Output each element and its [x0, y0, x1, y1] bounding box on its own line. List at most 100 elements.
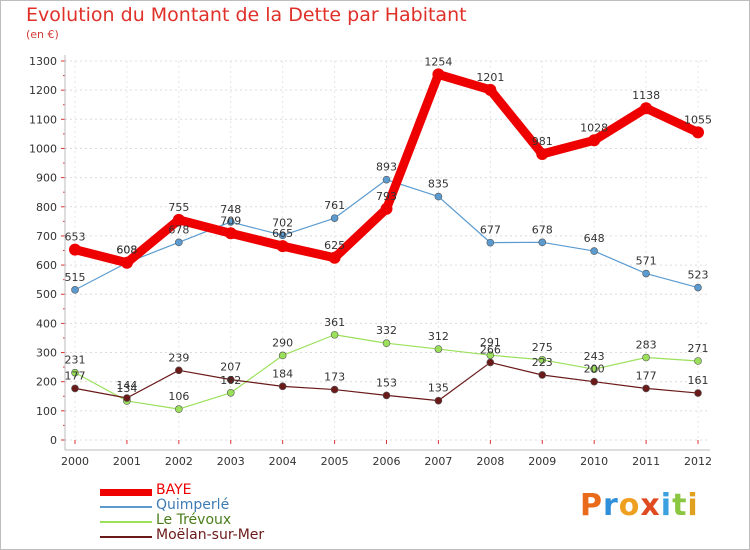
data-point — [226, 218, 235, 226]
data-label: 748 — [220, 203, 241, 216]
x-tick-label: 2003 — [217, 455, 245, 468]
data-label: 981 — [532, 135, 553, 148]
legend-label: Moëlan-sur-Mer — [156, 527, 265, 543]
data-point — [175, 238, 183, 247]
data-point — [226, 388, 235, 397]
y-tick-label: 100 — [36, 405, 57, 418]
data-point — [434, 396, 443, 405]
logo-letter: t — [672, 488, 688, 523]
data-label: 275 — [532, 341, 553, 354]
data-point — [694, 357, 702, 365]
data-label: 134 — [116, 382, 137, 395]
y-tick-label: 800 — [36, 201, 57, 214]
x-tick-label: 2007 — [424, 455, 452, 468]
data-point — [330, 385, 339, 394]
data-point — [71, 286, 79, 294]
legend-item: Moëlan-sur-Mer — [100, 527, 360, 545]
data-label: 144 — [116, 379, 137, 392]
data-label: 1138 — [632, 89, 660, 102]
x-tick-label: 2011 — [632, 455, 660, 468]
data-label: 266 — [480, 343, 501, 356]
data-label: 184 — [272, 367, 293, 380]
data-label: 106 — [168, 390, 189, 403]
data-label: 761 — [324, 199, 345, 212]
legend-swatch — [100, 521, 152, 523]
data-point — [642, 353, 650, 362]
data-label: 177 — [65, 369, 86, 382]
y-tick-label: 500 — [36, 288, 57, 301]
logo-letter: i — [687, 488, 699, 523]
data-label: 571 — [636, 255, 657, 268]
x-tick-label: 2000 — [61, 455, 89, 468]
logo-letter: o — [618, 488, 641, 523]
data-point — [69, 243, 81, 256]
data-point — [278, 351, 287, 360]
data-point — [642, 269, 650, 278]
y-tick-label: 1000 — [29, 142, 57, 155]
data-point — [486, 358, 495, 367]
data-label: 648 — [584, 232, 605, 245]
legend-label: BAYE — [156, 482, 192, 498]
data-point — [175, 366, 183, 375]
data-point — [330, 330, 339, 339]
data-label: 243 — [584, 350, 605, 363]
data-point — [692, 126, 704, 139]
data-label: 312 — [428, 330, 449, 343]
data-label: 153 — [376, 376, 397, 389]
data-label: 135 — [428, 382, 449, 395]
x-tick-label: 2010 — [580, 455, 608, 468]
data-label: 678 — [168, 223, 189, 236]
x-tick-label: 2012 — [684, 455, 712, 468]
y-tick-label: 900 — [36, 172, 57, 185]
data-label: 239 — [168, 351, 189, 364]
data-point — [71, 368, 79, 377]
data-point — [328, 251, 341, 264]
data-label: 625 — [324, 239, 345, 252]
data-label: 291 — [480, 336, 501, 349]
data-point — [432, 68, 445, 81]
logo-letter: i — [660, 488, 673, 523]
data-point — [538, 356, 547, 364]
data-label: 200 — [584, 363, 605, 376]
data-point — [71, 384, 79, 393]
x-tick-label: 2009 — [528, 455, 556, 468]
data-point — [642, 384, 650, 393]
data-label: 1055 — [684, 113, 712, 126]
data-point — [486, 238, 495, 247]
data-label: 608 — [116, 244, 137, 257]
x-tick-label: 2008 — [476, 455, 504, 468]
data-point — [536, 148, 549, 161]
data-label: 523 — [688, 269, 709, 282]
logo-letter: r — [603, 488, 619, 523]
data-point — [123, 394, 131, 402]
data-point — [434, 192, 443, 201]
y-tick-label: 0 — [50, 434, 57, 447]
legend-swatch — [100, 536, 152, 538]
data-label: 1028 — [580, 121, 608, 134]
data-label: 207 — [220, 361, 241, 374]
x-tick-label: 2004 — [269, 455, 297, 468]
data-point — [588, 134, 601, 147]
data-point — [276, 240, 289, 253]
data-point — [694, 389, 702, 397]
logo-letter: x — [640, 488, 661, 523]
data-point — [382, 175, 391, 184]
data-point — [380, 202, 393, 215]
data-point — [278, 231, 287, 240]
data-point — [590, 247, 598, 255]
y-tick-label: 300 — [36, 347, 57, 360]
data-point — [175, 405, 183, 413]
legend-item: Quimperlé — [100, 497, 360, 515]
data-label: 702 — [272, 216, 293, 229]
data-point — [538, 371, 547, 379]
logo-letter: P — [580, 488, 603, 523]
data-label: 283 — [636, 338, 657, 351]
data-label: 177 — [636, 369, 657, 382]
data-label: 361 — [324, 316, 345, 329]
data-label: 231 — [65, 354, 86, 367]
legend-label: Quimperlé — [156, 497, 230, 513]
data-label: 515 — [65, 271, 86, 284]
data-label: 1201 — [476, 71, 504, 84]
data-point — [382, 339, 391, 348]
data-point — [330, 214, 339, 222]
